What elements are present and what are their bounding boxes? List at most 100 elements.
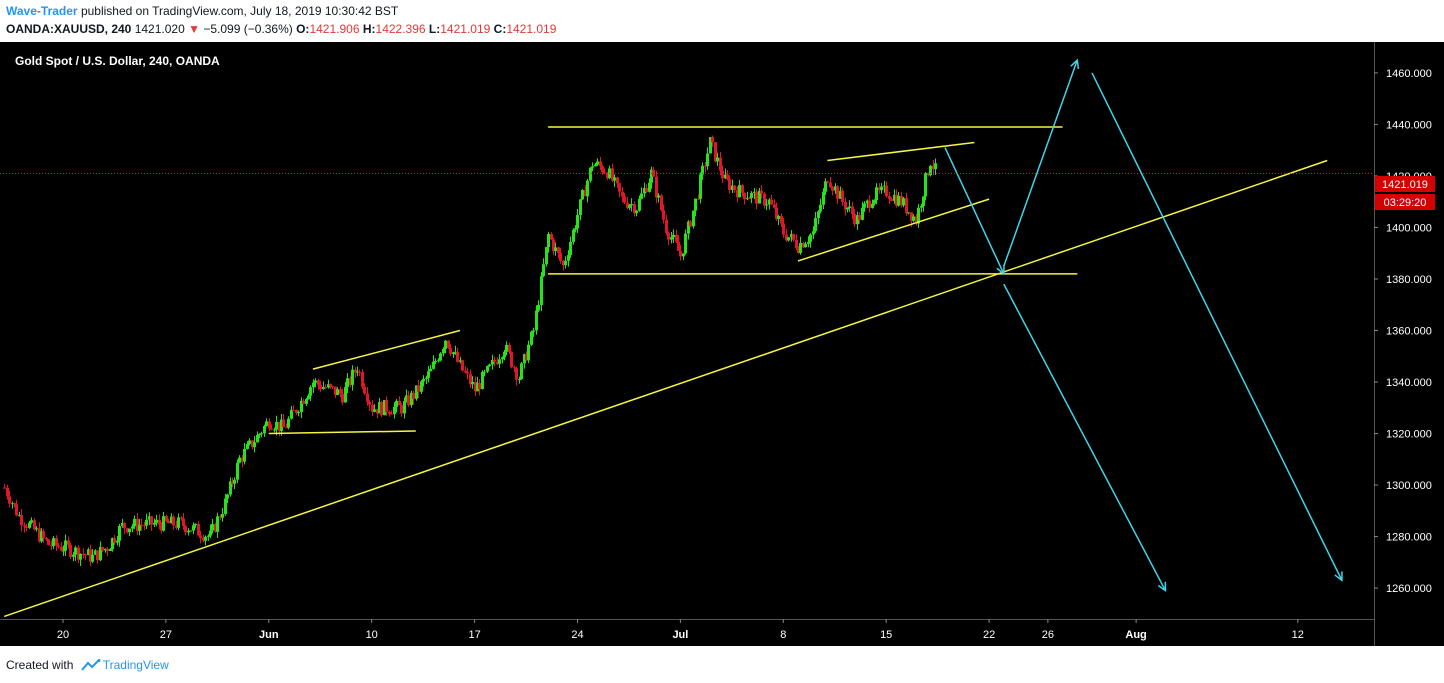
close-value: 1421.019 (506, 22, 557, 36)
candle-up (912, 216, 915, 221)
candle-up (91, 554, 94, 562)
candle-down (704, 165, 707, 167)
candle-down (513, 367, 516, 369)
low-value: 1421.019 (440, 22, 491, 36)
candle-down (143, 525, 146, 527)
projection-arrow-breakdown-1 (1003, 283, 1166, 591)
candle-down (317, 380, 320, 385)
candle-down (165, 516, 168, 521)
candle-up (650, 169, 653, 183)
candle-up (893, 194, 896, 201)
candle-up (238, 457, 241, 463)
price-tick-label: 1320.000 (1386, 429, 1432, 441)
candles-layer (3, 135, 937, 567)
price-tick-label: 1300.000 (1386, 480, 1432, 492)
candle-down (780, 216, 783, 224)
candle-up (572, 229, 575, 242)
candle-up (481, 371, 484, 390)
candle-up (787, 237, 790, 241)
candle-up (204, 536, 207, 541)
candle-up (476, 383, 479, 392)
price-tick-label: 1440.000 (1386, 119, 1432, 131)
projection-arrows-layer (944, 60, 1342, 591)
candle-up (682, 253, 685, 257)
candle-up (498, 359, 501, 364)
candle-up (427, 371, 430, 378)
candle-down (493, 359, 496, 362)
candle-down (363, 386, 366, 394)
candle-down (371, 404, 374, 412)
price-chart[interactable]: Gold Spot / U.S. Dollar, 240, OANDA 1260… (0, 42, 1444, 646)
time-tick-label: 24 (571, 629, 583, 641)
candle-up (434, 361, 437, 363)
candle-down (456, 351, 459, 362)
tradingview-brand-link[interactable]: TradingView (102, 658, 169, 672)
candle-down (15, 504, 18, 516)
publish-line: Wave-Trader published on TradingView.com… (6, 4, 398, 18)
candle-up (586, 180, 589, 197)
candle-down (760, 190, 763, 194)
candle-up (211, 524, 214, 531)
candle-down (38, 528, 41, 542)
candle-down (736, 190, 739, 198)
candle-down (910, 212, 913, 221)
candle-up (287, 418, 290, 428)
candle-up (530, 331, 533, 345)
time-tick-label: 27 (160, 629, 172, 641)
candle-up (640, 193, 643, 199)
candle-up (415, 385, 418, 399)
candle-up (265, 421, 268, 427)
candle-down (557, 247, 560, 253)
candle-up (581, 190, 584, 200)
candle-up (327, 384, 330, 388)
candle-up (133, 518, 136, 527)
candle-up (189, 530, 192, 532)
price-axis-background (1374, 42, 1444, 646)
candle-down (202, 538, 205, 541)
candle-down (525, 354, 528, 361)
candle-down (113, 538, 116, 543)
current-price-badge (1375, 176, 1435, 192)
candle-down (562, 260, 565, 266)
candle-down (711, 137, 714, 143)
candle-down (172, 516, 175, 526)
candle-up (229, 481, 232, 495)
candle-up (883, 185, 886, 187)
candle-up (94, 550, 97, 555)
publish-header: Wave-Trader published on TradingView.com… (0, 0, 1444, 42)
candle-up (765, 204, 768, 206)
candle-up (422, 378, 425, 382)
author-link[interactable]: Wave-Trader (6, 4, 78, 18)
candle-up (373, 409, 376, 412)
candle-up (153, 522, 156, 525)
candle-up (922, 196, 925, 206)
candle-down (606, 173, 609, 179)
candle-up (535, 310, 538, 331)
candle-down (6, 487, 9, 497)
candle-down (214, 524, 217, 532)
candle-up (79, 553, 82, 560)
candle-down (398, 400, 401, 406)
candle-down (721, 170, 724, 179)
candle-up (109, 549, 112, 552)
candle-up (28, 522, 31, 528)
candle-up (924, 172, 927, 197)
candle-down (496, 361, 499, 364)
price-tick-label: 1280.000 (1386, 532, 1432, 544)
candle-up (819, 204, 822, 212)
candle-up (871, 203, 874, 208)
candle-up (846, 207, 849, 210)
candle-up (300, 400, 303, 413)
candle-up (628, 205, 631, 208)
candle-up (155, 519, 158, 523)
candle-up (99, 546, 102, 561)
candle-up (567, 255, 570, 261)
candle-down (665, 219, 668, 234)
candle-down (782, 223, 785, 235)
candle-down (55, 538, 58, 546)
candle-down (84, 554, 87, 556)
candle-down (341, 393, 344, 403)
candle-down (878, 187, 881, 191)
candle-up (706, 153, 709, 167)
candle-up (459, 360, 462, 362)
